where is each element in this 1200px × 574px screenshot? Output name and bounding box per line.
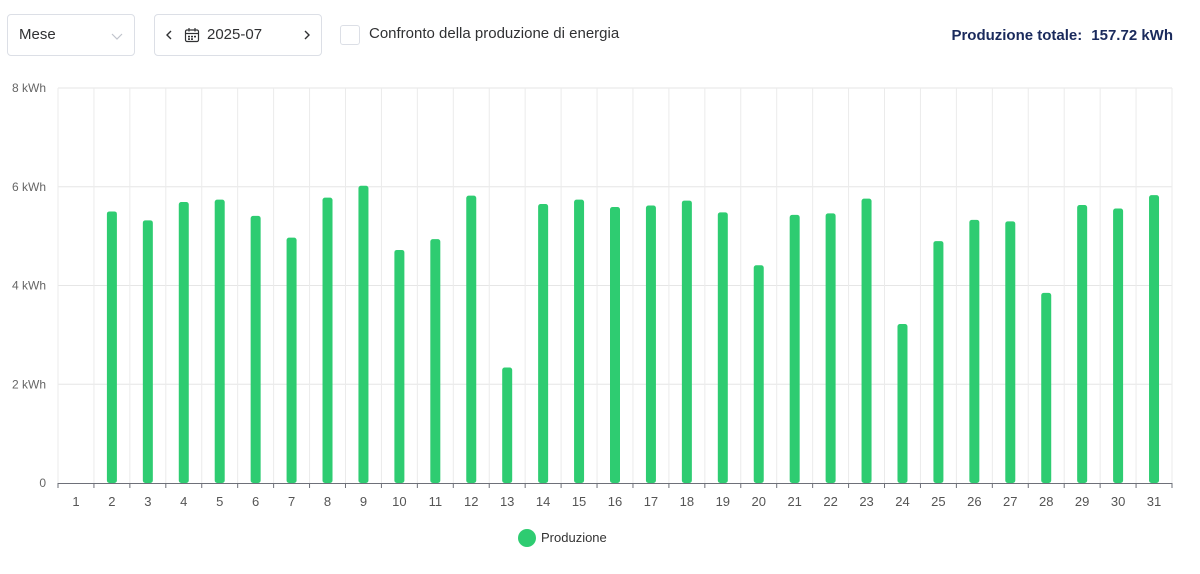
bar <box>394 249 405 483</box>
x-tick-label: 27 <box>1003 494 1017 509</box>
bar <box>897 324 908 483</box>
comparison-checkbox[interactable] <box>340 25 360 45</box>
bar <box>430 239 441 483</box>
period-select[interactable]: Mese <box>7 14 135 56</box>
chevron-left-icon[interactable] <box>161 26 177 44</box>
bar <box>502 367 513 483</box>
bar <box>214 199 225 483</box>
x-tick-label: 7 <box>288 494 295 509</box>
y-tick-label: 2 kWh <box>12 377 46 391</box>
bar <box>825 213 836 483</box>
bar <box>969 219 980 484</box>
x-tick-label: 25 <box>931 494 945 509</box>
x-tick-label: 19 <box>716 494 730 509</box>
total-production-label: Produzione totale: <box>951 27 1083 44</box>
bar <box>538 204 549 483</box>
x-tick-label: 15 <box>572 494 586 509</box>
bar <box>1077 205 1088 484</box>
x-tick-label: 14 <box>536 494 550 509</box>
bar <box>1005 221 1016 483</box>
legend-swatch <box>518 529 536 547</box>
calendar-icon[interactable] <box>184 27 200 43</box>
y-tick-label: 6 kWh <box>12 180 46 194</box>
bar <box>250 215 261 483</box>
chevron-down-icon <box>111 33 123 40</box>
bar <box>1113 208 1124 483</box>
x-tick-label: 31 <box>1147 494 1161 509</box>
x-tick-label: 12 <box>464 494 478 509</box>
bar <box>142 220 153 483</box>
y-tick-label: 0 <box>39 476 46 490</box>
period-select-value: Mese <box>19 26 56 43</box>
bar <box>610 206 620 483</box>
bar <box>717 212 728 484</box>
total-production-value: 157.72 kWh <box>1091 27 1173 44</box>
x-tick-label: 1 <box>72 494 79 509</box>
x-tick-label: 18 <box>680 494 694 509</box>
total-production: Produzione totale: 157.72 kWh <box>951 27 1173 44</box>
legend-label: Produzione <box>541 530 607 545</box>
x-tick-label: 16 <box>608 494 622 509</box>
bar <box>466 195 477 483</box>
x-tick-label: 9 <box>360 494 367 509</box>
bar <box>1149 195 1160 484</box>
x-tick-label: 10 <box>392 494 406 509</box>
x-tick-label: 22 <box>823 494 837 509</box>
x-tick-label: 21 <box>787 494 801 509</box>
x-tick-label: 5 <box>216 494 223 509</box>
x-tick-label: 24 <box>895 494 909 509</box>
bar <box>178 202 189 483</box>
x-tick-label: 30 <box>1111 494 1125 509</box>
bar <box>286 237 297 483</box>
chevron-right-icon[interactable] <box>299 26 315 44</box>
x-tick-label: 4 <box>180 494 187 509</box>
bar <box>861 198 872 483</box>
bar <box>358 185 369 483</box>
x-tick-label: 20 <box>752 494 766 509</box>
x-tick-label: 28 <box>1039 494 1053 509</box>
x-tick-label: 29 <box>1075 494 1089 509</box>
x-tick-label: 11 <box>429 494 443 509</box>
x-tick-label: 23 <box>859 494 873 509</box>
bar <box>933 241 944 483</box>
x-tick-label: 2 <box>108 494 115 509</box>
comparison-label[interactable]: Confronto della produzione di energia <box>369 25 620 42</box>
x-tick-label: 8 <box>324 494 331 509</box>
toolbar: Mese 2025-07 Confronto della produzione … <box>0 0 1200 70</box>
bar <box>645 205 656 483</box>
x-tick-label: 3 <box>144 494 151 509</box>
bar <box>322 197 333 484</box>
bar <box>106 211 117 483</box>
x-tick-label: 26 <box>967 494 981 509</box>
bar <box>574 199 585 483</box>
x-tick-label: 13 <box>500 494 514 509</box>
date-value[interactable]: 2025-07 <box>207 26 263 43</box>
x-tick-label: 17 <box>644 494 658 509</box>
bar <box>753 265 764 483</box>
bar <box>1041 292 1052 483</box>
bar <box>789 214 800 484</box>
bar <box>681 200 692 483</box>
y-tick-label: 4 kWh <box>12 279 46 293</box>
date-picker: 2025-07 <box>154 14 322 56</box>
y-tick-label: 8 kWh <box>12 81 46 95</box>
x-tick-label: 6 <box>252 494 259 509</box>
